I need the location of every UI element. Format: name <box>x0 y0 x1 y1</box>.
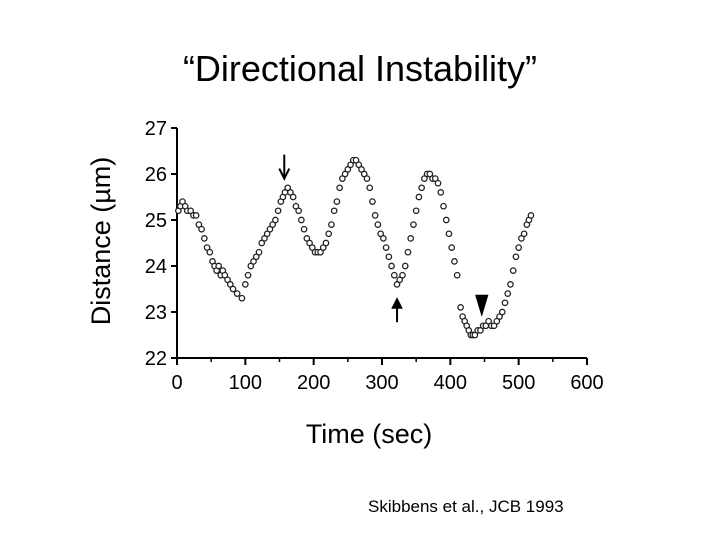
data-point <box>509 267 517 274</box>
data-point <box>501 299 509 307</box>
data-point <box>415 193 423 201</box>
data-point <box>322 239 330 247</box>
data-point <box>404 248 412 256</box>
citation: Skibbens et al., JCB 1993 <box>368 497 564 516</box>
y-tick-label: 24 <box>145 256 167 278</box>
data-point <box>412 207 420 215</box>
data-point <box>238 294 246 302</box>
data-point <box>229 285 237 293</box>
data-point <box>507 281 514 288</box>
data-point <box>274 207 282 215</box>
data-point <box>440 202 447 210</box>
data-point <box>374 221 382 228</box>
data-point <box>512 253 520 261</box>
data-point <box>385 253 393 261</box>
data-point <box>325 230 333 238</box>
data-point <box>366 184 374 192</box>
data-point <box>453 271 461 279</box>
data-point <box>527 212 535 219</box>
data-point <box>515 244 523 251</box>
data-point <box>448 244 456 251</box>
y-tick-label: 27 <box>145 118 167 140</box>
y-tick-label: 25 <box>145 210 167 232</box>
y-tick-label: 23 <box>145 302 167 324</box>
data-point <box>399 271 406 279</box>
data-point <box>407 235 415 242</box>
data-point <box>382 244 390 251</box>
data-point <box>272 216 279 224</box>
data-point <box>363 175 371 182</box>
data-point <box>445 230 453 238</box>
x-tick-label: 200 <box>297 372 330 394</box>
data-point <box>498 308 506 316</box>
data-point <box>434 179 442 187</box>
x-tick-label: 500 <box>502 372 535 394</box>
data-point <box>442 216 450 224</box>
data-point <box>369 198 376 205</box>
data-point <box>333 198 341 205</box>
x-tick-label: 400 <box>434 372 467 394</box>
data-point <box>371 212 379 219</box>
data-point <box>295 207 302 215</box>
data-point <box>401 262 409 270</box>
data-point <box>328 221 335 228</box>
data-point <box>255 248 263 256</box>
data-point <box>520 230 528 238</box>
data-point <box>233 290 241 297</box>
data-point <box>300 225 308 233</box>
x-tick-label: 0 <box>171 372 182 394</box>
data-point <box>504 290 512 297</box>
data-point <box>330 207 338 215</box>
data-point <box>390 271 398 279</box>
arrowhead <box>278 168 291 181</box>
data-point <box>451 258 458 265</box>
y-axis-label: Distance (µm) <box>86 157 116 326</box>
data-point <box>380 235 387 242</box>
data-point <box>241 281 249 288</box>
data-point <box>289 193 297 201</box>
y-tick-label: 26 <box>145 164 167 186</box>
data-point <box>198 225 205 233</box>
data-point <box>298 216 305 224</box>
y-tick-label: 22 <box>145 348 167 370</box>
data-point <box>200 235 208 242</box>
data-point <box>215 262 223 270</box>
data-point <box>206 248 214 256</box>
x-axis-label: Time (sec) <box>306 419 433 449</box>
slide-title: “Directional Instability” <box>182 48 538 89</box>
data-point <box>410 221 417 228</box>
arrowhead <box>391 297 403 309</box>
data-point <box>388 262 395 270</box>
x-tick-label: 100 <box>229 372 262 394</box>
x-tick-label: 600 <box>570 372 603 394</box>
data-point <box>192 212 200 219</box>
data-point <box>457 304 464 311</box>
data-point <box>418 184 425 192</box>
data-point <box>437 189 445 196</box>
data-point <box>244 271 252 279</box>
data-point <box>336 184 343 192</box>
x-tick-label: 300 <box>365 372 398 394</box>
